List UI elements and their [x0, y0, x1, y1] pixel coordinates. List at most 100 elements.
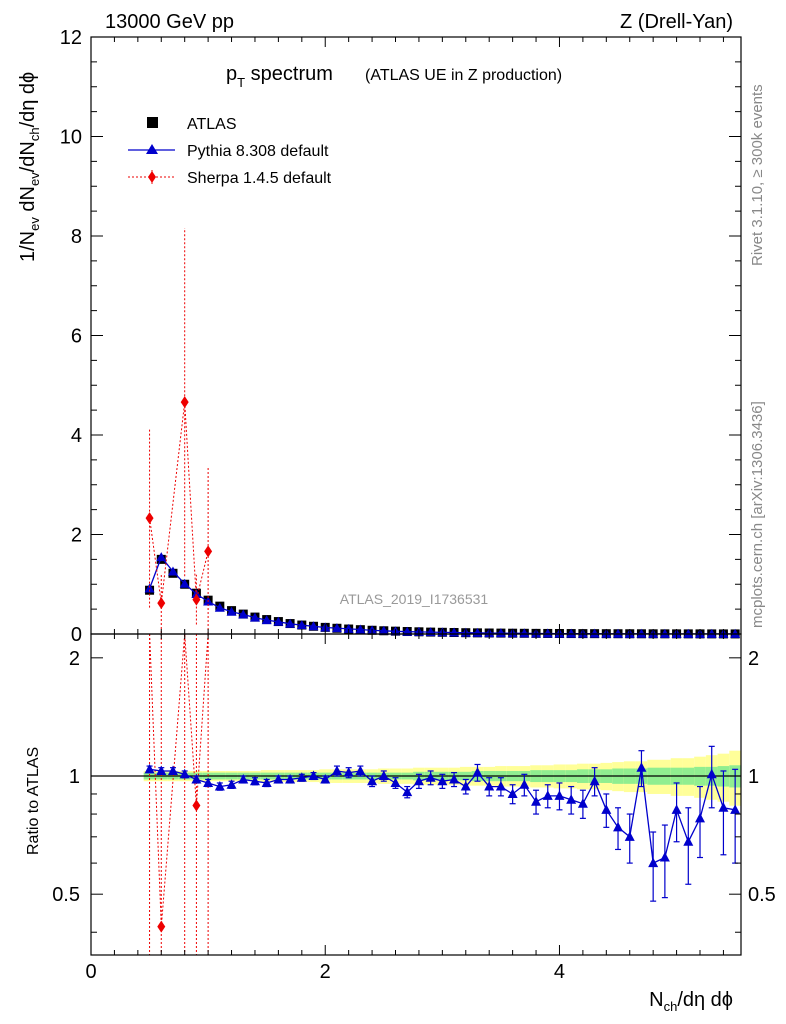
sherpa-point [157, 597, 166, 610]
pythia-ratio-point [472, 767, 483, 777]
energy-label: 13000 GeV pp [105, 11, 234, 33]
pythia-point [613, 628, 624, 638]
pythia-ratio-point [671, 804, 682, 814]
ratio-tick-label-right: 2 [748, 648, 759, 670]
pythia-ratio-point [285, 773, 296, 784]
pythia-point [214, 602, 225, 612]
legend-sherpa-label: Sherpa 1.4.5 default [187, 170, 332, 187]
x-tick-label: 4 [554, 961, 565, 983]
pythia-ratio-point [495, 781, 506, 791]
y-tick-label: 8 [71, 226, 82, 248]
pythia-ratio-point [706, 768, 717, 779]
process-label: Z (Drell-Yan) [620, 11, 733, 33]
pythia-point [308, 621, 319, 631]
pythia-ratio-point [179, 768, 190, 779]
pythia-ratio-point [718, 802, 729, 812]
pythia-ratio-point [355, 765, 366, 775]
pythia-ratio-point [320, 773, 331, 784]
pythia-point [589, 628, 600, 638]
x-tick-label: 0 [85, 961, 96, 983]
ratio-tick-label-left: 0.5 [52, 884, 80, 906]
pythia-ratio-point [308, 770, 319, 781]
pythia-ratio-point [695, 812, 706, 823]
x-axis-label: Nch/dη dϕ [649, 989, 733, 1014]
pythia-point [226, 606, 237, 616]
pythia-ratio-point [601, 804, 612, 814]
pythia-point [179, 578, 190, 588]
pythia-ratio-point [566, 794, 577, 804]
pythia-ratio-point [484, 781, 495, 791]
pythia-ratio-point [730, 804, 741, 814]
rivet-label: Rivet 3.1.10, ≥ 300k events [749, 84, 766, 266]
analysis-watermark: ATLAS_2019_I1736531 [340, 591, 489, 607]
pythia-ratio-point [437, 775, 448, 786]
pythia-ratio-point [249, 775, 260, 786]
pythia-ratio-point [554, 790, 565, 800]
legend-pythia-marker [146, 144, 158, 154]
pythia-ratio-point [683, 836, 694, 846]
pythia-point [566, 628, 577, 638]
pythia-ratio-point [577, 798, 588, 808]
pythia-ratio-point [542, 790, 553, 800]
pythia-point [296, 620, 307, 630]
pythia-ratio-point [648, 857, 659, 868]
pythia-point [519, 628, 530, 638]
pythia-ratio-point [331, 765, 342, 775]
pythia-point [636, 628, 647, 638]
y-tick-label: 0 [71, 624, 82, 646]
pythia-point [167, 566, 178, 576]
y-axis-label: 1/Nev dNev/dNch/dη dϕ [17, 72, 42, 262]
pythia-ratio-point [167, 765, 178, 775]
pythia-ratio-point [343, 767, 354, 777]
pythia-ratio-point [425, 772, 436, 782]
pythia-point [249, 612, 260, 622]
pythia-ratio-point [156, 765, 167, 775]
pythia-ratio-point [413, 775, 424, 786]
sherpa-ratio-point [157, 920, 166, 933]
y-tick-label: 10 [60, 127, 82, 149]
chart-title-note: (ATLAS UE in Z production) [365, 67, 562, 84]
y-tick-label: 2 [71, 525, 82, 547]
pythia-ratio-point [203, 777, 214, 787]
pythia-point [355, 624, 366, 634]
pythia-ratio-point [214, 781, 225, 791]
sherpa-ratio-point [192, 799, 201, 812]
legend: ATLAS Pythia 8.308 default Sherpa 1.4.5 … [128, 116, 332, 187]
pythia-ratio-point [531, 796, 542, 806]
pythia-ratio-point [589, 775, 600, 786]
sherpa-line [149, 402, 209, 604]
pythia-ratio-point [238, 773, 249, 784]
legend-atlas-label: ATLAS [187, 116, 237, 133]
pythia-ratio-point [226, 779, 237, 789]
pythia-point [378, 625, 389, 635]
pythia-point [285, 618, 296, 628]
pythia-point [156, 552, 167, 562]
legend-atlas-marker [147, 117, 158, 128]
pythia-ratio-point [402, 786, 413, 797]
ratio-tick-label-left: 2 [69, 648, 80, 670]
pythia-ratio-point [460, 781, 471, 791]
pythia-ratio-point [659, 852, 670, 862]
sherpa-point [180, 396, 189, 409]
mcplots-label: mcplots.cern.ch [arXiv:1306.3436] [749, 401, 766, 628]
pythia-ratio-point [273, 773, 284, 784]
pythia-ratio-point [519, 779, 530, 789]
ratio-plot-frame [90, 633, 742, 956]
pythia-ratio-point [507, 788, 518, 798]
pythia-ratio-point [144, 763, 155, 774]
pythia-ratio-point [367, 775, 378, 786]
pythia-ratio-point [296, 772, 307, 782]
y-tick-label: 4 [71, 425, 82, 447]
sherpa-point [145, 512, 154, 525]
ratio-y-axis-label: Ratio to ATLAS [25, 747, 42, 855]
pythia-point [273, 616, 284, 626]
pythia-point [659, 628, 670, 638]
pythia-point [238, 609, 249, 619]
pythia-ratio-point [449, 773, 460, 784]
pythia-ratio-point [613, 821, 624, 832]
pythia-point [706, 628, 717, 638]
pythia-ratio-point [390, 777, 401, 787]
legend-pythia-label: Pythia 8.308 default [187, 143, 329, 160]
pythia-ratio-point [261, 777, 272, 787]
ratio-tick-label-right: 1 [748, 766, 759, 788]
